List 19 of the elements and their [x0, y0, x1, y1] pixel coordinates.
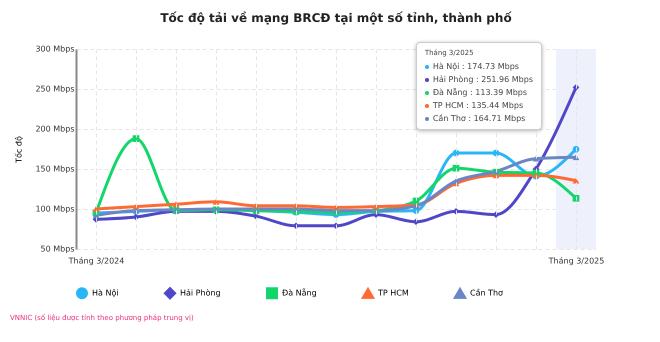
- legend-label: Cần Thơ: [470, 288, 504, 298]
- legend-label: Hải Phòng: [180, 288, 221, 298]
- legend-label: Hà Nội: [92, 288, 119, 298]
- y-axis-title: Tốc độ: [14, 136, 24, 164]
- text: Hải Phòng : 251.96 Mbps: [432, 75, 533, 84]
- legend-label: Đà Nẵng: [282, 288, 317, 298]
- y-tick-label: 100 Mbps: [35, 204, 74, 214]
- y-tick-label: 200 Mbps: [35, 124, 74, 134]
- y-tick-label: 300 Mbps: [35, 44, 74, 54]
- x-tick-label: Tháng 3/2024: [68, 256, 124, 266]
- y-tick-label: 50 Mbps: [40, 244, 74, 254]
- legend-label: TP HCM: [377, 288, 409, 298]
- text: Hà Nội : 174.73 Mbps: [432, 62, 519, 71]
- text: Đà Nẵng : 113.39 Mbps: [432, 88, 528, 97]
- y-tick-label: 150 Mbps: [35, 164, 74, 174]
- chart-title: Tốc độ tải về mạng BRCĐ tại một số tỉnh, thành phố: [160, 11, 512, 25]
- text: TP HCM : 135.44 Mbps: [432, 101, 524, 110]
- y-tick-label: 250 Mbps: [35, 84, 74, 94]
- text: Cần Thơ : 164.71 Mbps: [432, 114, 526, 123]
